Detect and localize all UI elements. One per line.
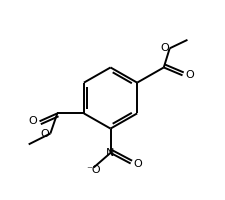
Text: O: O [160,43,169,53]
Text: N: N [106,148,115,158]
Text: O: O [41,129,50,139]
Text: O: O [185,70,194,80]
Text: ⁻O: ⁻O [86,165,101,175]
Text: O: O [133,159,142,169]
Text: O: O [29,116,38,126]
